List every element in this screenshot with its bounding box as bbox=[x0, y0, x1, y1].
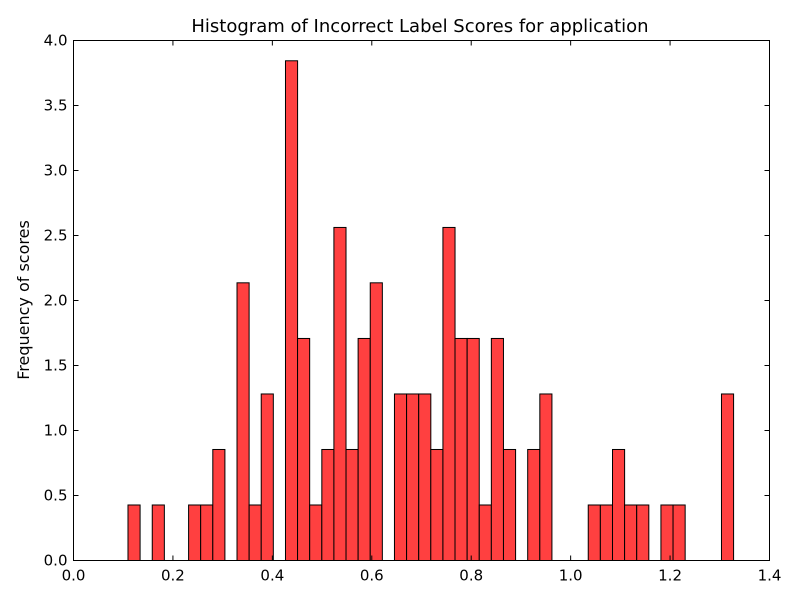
histogram-bar-29 bbox=[599, 504, 613, 561]
x-tick-label: 0.2 bbox=[161, 567, 185, 585]
y-tick-label: 0.0 bbox=[44, 552, 68, 570]
histogram-bar-3 bbox=[200, 504, 214, 561]
y-tick-label: 3.0 bbox=[44, 162, 68, 180]
y-axis-label: Frequency of scores bbox=[14, 220, 33, 380]
histogram-bar-30 bbox=[612, 448, 626, 562]
histogram-bar-32 bbox=[636, 504, 650, 561]
histogram-bar-20 bbox=[442, 226, 456, 561]
histogram-bar-24 bbox=[490, 337, 504, 561]
histogram-bar-0 bbox=[127, 504, 141, 561]
x-tick-label: 0.0 bbox=[62, 567, 86, 585]
histogram-bar-2 bbox=[188, 504, 202, 561]
y-tick-label: 1.0 bbox=[44, 422, 68, 440]
ticks-group: 0.0 0.2 0.4 0.6 0.8 1.0 1.2 1.4 0.0 0.5 1.0 1.5 2.0 2… bbox=[44, 32, 782, 585]
plot-frame bbox=[73, 40, 770, 561]
histogram-bar-33 bbox=[660, 504, 674, 561]
histogram-bar-22 bbox=[466, 337, 480, 561]
histogram-bar-6 bbox=[248, 504, 262, 561]
histogram-bar-19 bbox=[430, 448, 444, 562]
histogram-bar-16 bbox=[393, 393, 408, 561]
histogram-bar-12 bbox=[333, 226, 347, 561]
histogram-bar-26 bbox=[527, 448, 541, 562]
x-tick-label: 1.0 bbox=[559, 567, 583, 585]
x-tick-label: 0.8 bbox=[459, 567, 483, 585]
x-tick-label: 1.4 bbox=[758, 567, 782, 585]
y-tick-label: 3.5 bbox=[44, 97, 68, 115]
histogram-bar-13 bbox=[345, 448, 359, 562]
histogram-bar-9 bbox=[297, 337, 311, 561]
histogram-bar-11 bbox=[321, 448, 335, 562]
y-tick-label: 1.5 bbox=[44, 357, 68, 375]
histogram-bar-7 bbox=[260, 393, 274, 561]
histogram-bar-34 bbox=[672, 504, 686, 561]
histogram-bar-14 bbox=[357, 337, 371, 561]
histogram-bar-1 bbox=[151, 504, 165, 561]
histogram-bar-31 bbox=[624, 504, 638, 561]
histogram-bar-5 bbox=[236, 282, 250, 561]
y-tick-label: 2.0 bbox=[44, 292, 68, 310]
histogram-bar-27 bbox=[539, 393, 553, 561]
histogram-bar-21 bbox=[454, 337, 468, 561]
x-tick-label: 0.6 bbox=[360, 567, 384, 585]
histogram-bar-15 bbox=[369, 282, 383, 561]
histogram-bar-17 bbox=[406, 393, 420, 561]
bars-group bbox=[127, 60, 735, 562]
histogram-bar-35 bbox=[720, 393, 735, 561]
histogram-bar-28 bbox=[587, 504, 601, 561]
histogram-bar-23 bbox=[478, 504, 492, 561]
x-tick-label: 1.2 bbox=[658, 567, 682, 585]
histogram-bar-25 bbox=[502, 448, 517, 562]
histogram-bar-8 bbox=[284, 60, 299, 561]
y-tick-label: 2.5 bbox=[44, 227, 68, 245]
chart-title: Histogram of Incorrect Label Scores for … bbox=[191, 16, 648, 37]
y-tick-label: 4.0 bbox=[44, 32, 68, 50]
x-tick-label: 0.4 bbox=[260, 567, 284, 585]
histogram-bar-10 bbox=[309, 504, 323, 561]
histogram-bar-18 bbox=[418, 393, 432, 561]
histogram-bar-4 bbox=[212, 448, 226, 562]
y-tick-label: 0.5 bbox=[44, 487, 68, 505]
